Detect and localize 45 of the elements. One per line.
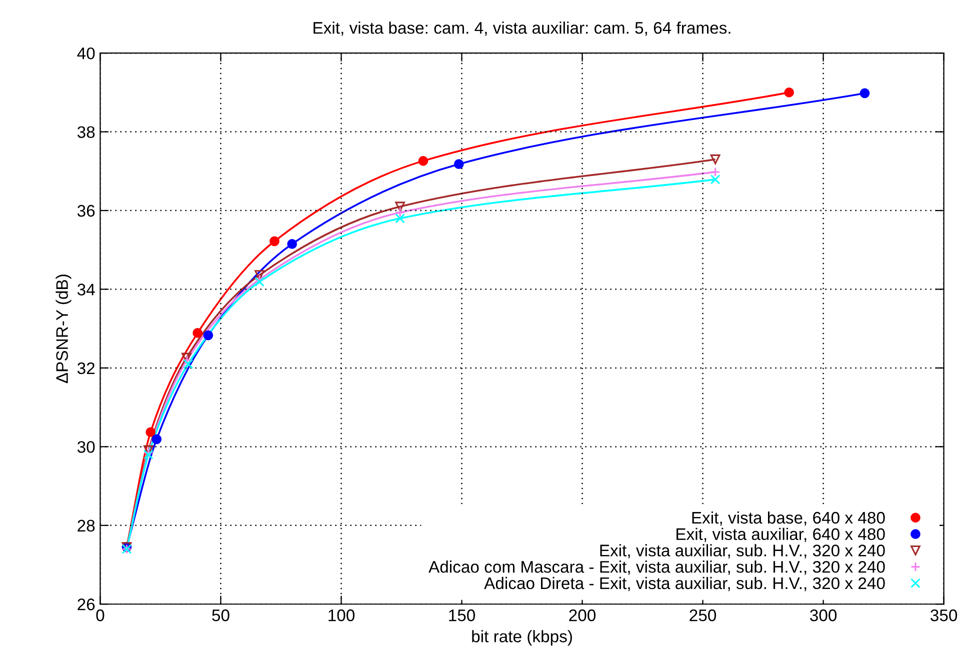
x-tick-label: 150 bbox=[449, 609, 476, 622]
point bbox=[182, 355, 192, 366]
y-tick-label: 26 bbox=[78, 598, 95, 610]
legend-label: Exit, vista base, 640 x 480 bbox=[692, 511, 885, 526]
x-tick-label: 0 bbox=[96, 609, 104, 622]
y-tick-label: 32 bbox=[77, 362, 95, 374]
point bbox=[287, 239, 298, 249]
point bbox=[710, 174, 720, 184]
legend-label: Exit, vista auxiliar, 640 x 480 bbox=[676, 528, 885, 542]
point bbox=[395, 202, 405, 212]
x-tick-label: 350 bbox=[930, 609, 958, 622]
legend-label: Adicao com Mascara - Exit, vista auxiliar, sub. H.V., 320 x 240 bbox=[428, 560, 885, 575]
y-tick-label: 34 bbox=[77, 284, 95, 296]
point bbox=[710, 167, 720, 177]
point bbox=[203, 330, 214, 340]
y-tick-label: 28 bbox=[78, 520, 95, 532]
point bbox=[192, 328, 203, 338]
y-tick-label: 30 bbox=[77, 441, 95, 453]
x-tick-label: 250 bbox=[690, 609, 716, 622]
x-axis-title: bit rate (kbps) bbox=[472, 630, 572, 646]
legend-label: Exit, vista auxiliar, sub. H.V., 320 x 240 bbox=[600, 544, 885, 558]
y-tick-label: 38 bbox=[77, 126, 95, 138]
y-tick-label: 36 bbox=[77, 204, 95, 217]
point bbox=[395, 208, 405, 218]
chart-title: Exit, vista base: cam. 4, vista auxiliar: cam. 5, 64 frames. bbox=[314, 22, 730, 36]
x-tick-label: 50 bbox=[212, 609, 230, 622]
point bbox=[146, 427, 156, 438]
x-tick-label: 100 bbox=[328, 609, 354, 622]
point bbox=[784, 88, 794, 98]
x-tick-label: 200 bbox=[569, 609, 596, 622]
point bbox=[418, 156, 428, 166]
point bbox=[254, 274, 264, 284]
point bbox=[183, 359, 194, 369]
point bbox=[254, 270, 264, 280]
point bbox=[270, 236, 280, 246]
x-tick-label: 300 bbox=[810, 609, 837, 622]
y-tick-label: 40 bbox=[77, 47, 95, 60]
point bbox=[454, 159, 464, 170]
point bbox=[152, 434, 162, 444]
legend-label: Adicao Direta - Exit, vista auxiliar, sub. H.V., 320 x 240 bbox=[484, 576, 885, 592]
point bbox=[395, 213, 405, 224]
point bbox=[710, 154, 720, 164]
point bbox=[860, 88, 870, 98]
point bbox=[254, 276, 264, 287]
y-axis-title: ΔPSNR-Y (dB) bbox=[56, 274, 72, 384]
